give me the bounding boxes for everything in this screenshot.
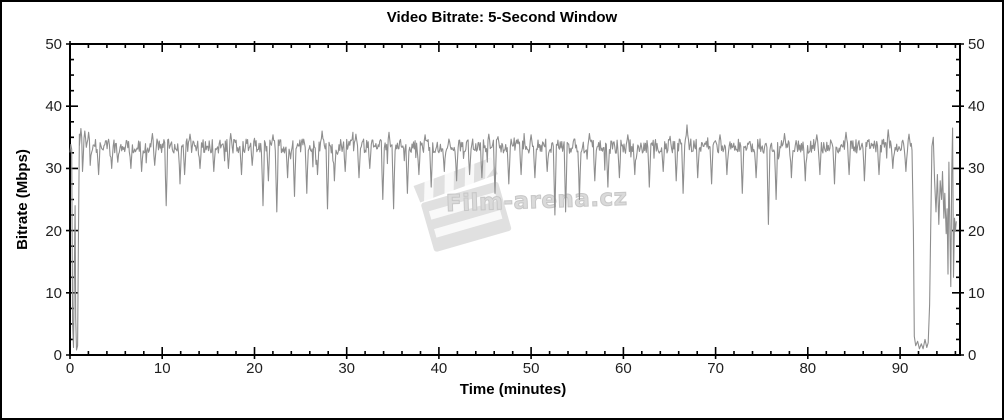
y-tick-label-left: 40 — [45, 98, 62, 116]
y-tick-label-right: 40 — [968, 98, 985, 116]
y-tick-label-right: 0 — [968, 347, 977, 364]
y-tick-label-left: 0 — [53, 347, 62, 364]
x-tick-label: 30 — [338, 360, 356, 377]
y-tick-label-right: 30 — [968, 160, 985, 178]
x-tick-label: 80 — [799, 360, 817, 377]
x-tick-label: 40 — [430, 360, 448, 377]
x-tick-label: 70 — [707, 360, 724, 377]
y-tick-label-right: 10 — [968, 284, 985, 302]
chart-title: Video Bitrate: 5-Second Window — [386, 9, 618, 26]
x-axis-label: Time (minutes) — [459, 381, 567, 398]
x-tick-label: 0 — [65, 360, 75, 377]
x-tick-label: 50 — [522, 360, 540, 377]
y-tick-label-left: 20 — [45, 222, 62, 240]
y-tick-label-left: 10 — [45, 284, 62, 302]
y-tick-label-left: 50 — [45, 36, 62, 53]
x-tick-label: 20 — [246, 360, 263, 377]
y-tick-label-right: 20 — [968, 222, 985, 240]
x-tick-label: 10 — [153, 360, 171, 377]
y-tick-label-right: 50 — [968, 36, 985, 53]
x-tick-label: 60 — [615, 360, 632, 377]
y-tick-label-left: 30 — [45, 160, 62, 178]
x-tick-label: 90 — [891, 360, 909, 377]
